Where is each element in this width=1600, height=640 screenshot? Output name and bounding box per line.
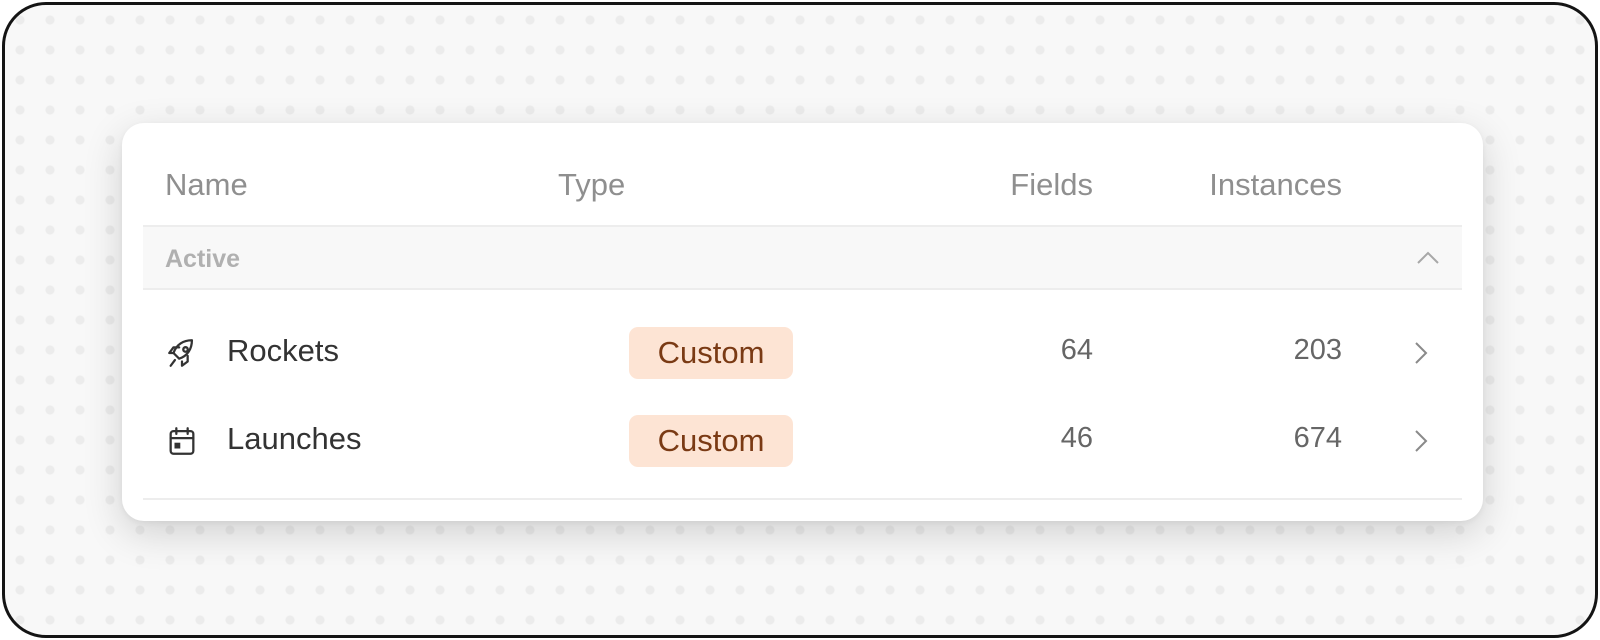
column-header-type[interactable]: Type (558, 167, 626, 202)
column-header-name[interactable]: Name (165, 167, 248, 202)
row-name: Rockets (227, 333, 339, 368)
rocket-icon (168, 339, 194, 367)
fields-count: 64 (1060, 334, 1093, 366)
calendar-icon (169, 427, 195, 455)
column-header-fields[interactable]: Fields (1010, 167, 1093, 202)
table-header: Name Type Fields Instances (143, 123, 1462, 227)
table-row[interactable]: Launches Custom 46 674 (143, 397, 1462, 483)
table-footer-divider (143, 498, 1462, 500)
group-label: Active (165, 245, 241, 273)
group-header-active[interactable]: Active (143, 227, 1462, 290)
instances-count: 203 (1293, 334, 1342, 366)
chevron-up-icon[interactable] (1416, 249, 1440, 267)
chevron-right-icon[interactable] (1413, 340, 1429, 366)
type-badge: Custom (629, 327, 793, 379)
type-badge: Custom (629, 415, 793, 467)
collections-table: Name Type Fields Instances Active Rocket… (122, 123, 1483, 521)
column-header-instances[interactable]: Instances (1209, 167, 1342, 202)
table-row[interactable]: Rockets Custom 64 203 (143, 309, 1462, 395)
row-name: Launches (227, 421, 362, 456)
fields-count: 46 (1060, 422, 1093, 454)
chevron-right-icon[interactable] (1413, 428, 1429, 454)
instances-count: 674 (1293, 422, 1342, 454)
